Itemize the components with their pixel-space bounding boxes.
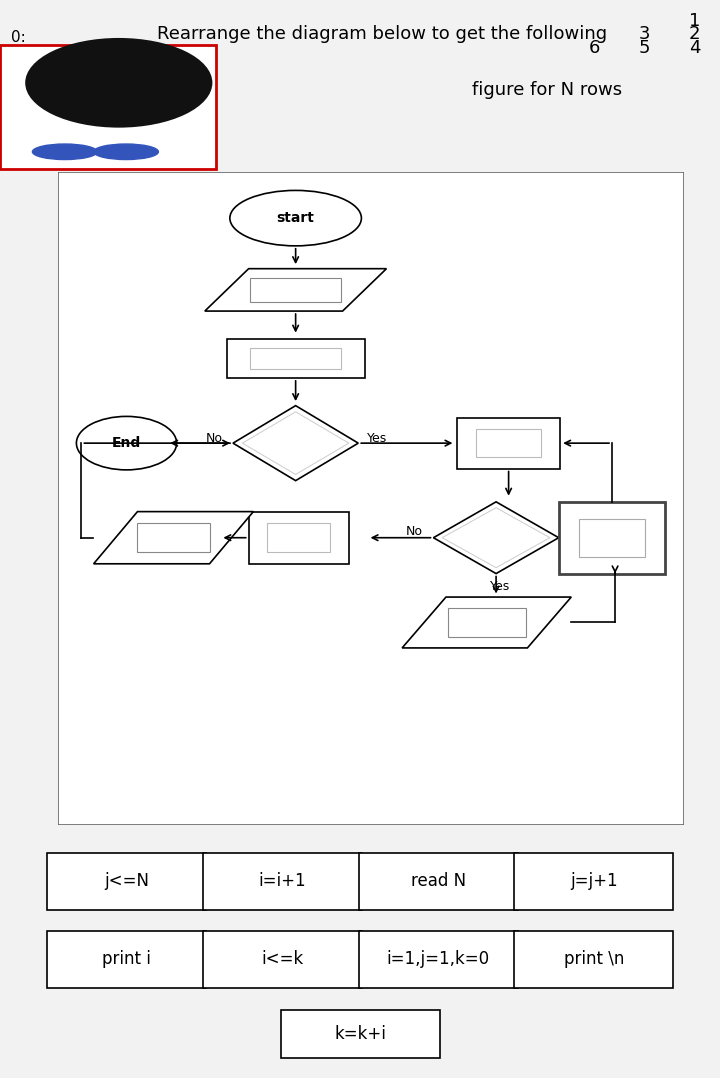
Text: print \n: print \n [564, 951, 624, 968]
Text: k=k+i: k=k+i [335, 1025, 387, 1042]
FancyBboxPatch shape [267, 523, 330, 552]
Ellipse shape [230, 191, 361, 246]
Text: i=i+1: i=i+1 [258, 872, 307, 890]
FancyBboxPatch shape [359, 853, 518, 910]
FancyBboxPatch shape [251, 347, 341, 369]
FancyBboxPatch shape [58, 172, 684, 825]
FancyBboxPatch shape [514, 853, 673, 910]
Text: 4: 4 [689, 39, 701, 57]
Polygon shape [94, 512, 253, 564]
Text: start: start [276, 211, 315, 225]
FancyBboxPatch shape [359, 931, 518, 987]
FancyBboxPatch shape [251, 278, 341, 302]
Circle shape [94, 144, 158, 160]
FancyBboxPatch shape [559, 502, 665, 573]
FancyBboxPatch shape [203, 853, 362, 910]
Text: i=1,j=1,k=0: i=1,j=1,k=0 [387, 951, 490, 968]
Text: Yes: Yes [367, 432, 387, 445]
Polygon shape [233, 405, 359, 481]
FancyBboxPatch shape [457, 417, 560, 469]
Ellipse shape [76, 416, 176, 470]
FancyBboxPatch shape [248, 512, 349, 564]
Polygon shape [442, 508, 550, 568]
Text: Yes: Yes [490, 580, 510, 593]
Polygon shape [433, 502, 559, 573]
Ellipse shape [25, 38, 212, 127]
Text: No: No [406, 525, 423, 538]
FancyBboxPatch shape [138, 523, 210, 552]
Polygon shape [204, 268, 387, 312]
Text: 3: 3 [639, 26, 650, 43]
Text: figure for N rows: figure for N rows [472, 81, 622, 99]
FancyBboxPatch shape [0, 45, 216, 169]
FancyBboxPatch shape [227, 338, 364, 378]
FancyBboxPatch shape [579, 519, 645, 556]
Polygon shape [243, 412, 349, 474]
Text: 1: 1 [689, 12, 701, 30]
Text: End: End [112, 437, 141, 451]
FancyBboxPatch shape [281, 1009, 440, 1059]
FancyBboxPatch shape [48, 931, 207, 987]
Text: print i: print i [102, 951, 151, 968]
Text: 2: 2 [689, 26, 701, 43]
Text: read N: read N [410, 872, 466, 890]
Text: No: No [206, 432, 222, 445]
Text: 6: 6 [588, 39, 600, 57]
Text: j<=N: j<=N [104, 872, 150, 890]
Circle shape [32, 144, 97, 160]
FancyBboxPatch shape [476, 429, 541, 457]
Polygon shape [402, 597, 571, 648]
Text: 0:: 0: [11, 30, 25, 45]
Text: i<=k: i<=k [261, 951, 304, 968]
FancyBboxPatch shape [514, 931, 673, 987]
FancyBboxPatch shape [48, 853, 207, 910]
Text: Rearrange the diagram below to get the following: Rearrange the diagram below to get the f… [156, 26, 607, 43]
FancyBboxPatch shape [448, 608, 526, 637]
FancyBboxPatch shape [203, 931, 362, 987]
Text: j=j+1: j=j+1 [570, 872, 618, 890]
Text: 5: 5 [639, 39, 650, 57]
